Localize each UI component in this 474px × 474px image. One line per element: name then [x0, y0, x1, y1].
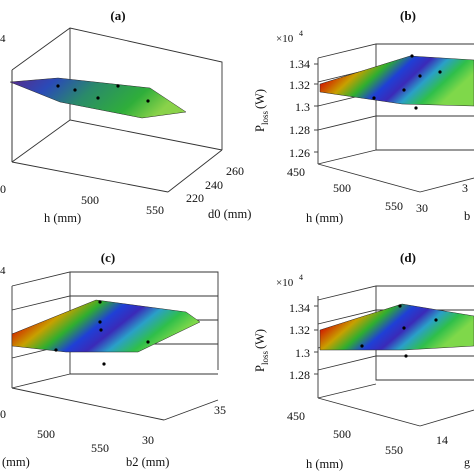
panel-d-surface: [319, 303, 474, 351]
panel-a-point: [116, 84, 120, 88]
panel-a-point: [146, 99, 150, 103]
panel-b-z-tick-2: 1.3: [295, 100, 310, 114]
panel-c-y-tick-0: 30: [142, 433, 154, 447]
panel-a-point: [96, 96, 100, 100]
panel-c-ylabel: b2 (mm): [126, 455, 169, 469]
panel-b-x-tick-0: 450: [287, 165, 305, 179]
panel-c-x-tick-1: 500: [37, 427, 55, 441]
panel-b-x-tick-2: 550: [385, 199, 403, 213]
panel-d-data-points: [360, 304, 438, 358]
panel-a-point: [73, 88, 77, 92]
panel-d-z-tick-1: 1.32: [289, 323, 310, 337]
panel-b-point: [402, 88, 406, 92]
panel-b-zlabel-unit: (W): [253, 89, 267, 109]
panel-b-exponent-power: 4: [299, 29, 303, 38]
panel-c-x-tick-0: 0: [0, 407, 6, 421]
panel-c-point: [98, 300, 102, 304]
panel-d-z-tick-3: 1.28: [289, 368, 310, 382]
panel-d-point: [402, 326, 406, 330]
panel-b-y-tick-0: 30: [416, 201, 428, 215]
panel-b-zlabel: Ploss (W): [253, 89, 270, 132]
panel-b: (b) ×10 4 1.34 1.32 1.3 1.28 1.26 Ploss (…: [253, 8, 474, 225]
panel-c-point: [54, 348, 58, 352]
panel-d-point: [360, 344, 364, 348]
panel-a-axes-box: [11, 27, 223, 193]
panel-d-point: [404, 354, 408, 358]
panel-d-title: (d): [400, 250, 416, 265]
panel-c-xlabel: (mm): [2, 455, 30, 469]
panel-d-y-tick-0: 14: [436, 433, 448, 447]
panel-a-y-tick-0: 220: [186, 191, 204, 205]
panel-b-zlabel-sub: loss: [260, 111, 270, 126]
panel-d-exponent-power: 4: [299, 273, 303, 282]
panel-d-zlabel-main: P: [253, 365, 267, 372]
panel-b-z-tick-4: 1.26: [289, 146, 310, 160]
panel-d-point: [398, 304, 402, 308]
panel-d: (d) ×10 4 1.34 1.32 1.3 1.28 Ploss(W) 45…: [253, 250, 474, 471]
panel-c-left-edge-text: 4: [0, 265, 6, 277]
panel-c-point: [99, 328, 103, 332]
panel-b-x-tick-1: 500: [333, 181, 351, 195]
panel-c-point: [98, 320, 102, 324]
panel-a-xlabel: h (mm): [44, 211, 81, 225]
panel-d-zlabel: Ploss (W): [253, 329, 270, 372]
panel-a-x-tick-2: 550: [146, 203, 164, 217]
panel-a-ylabel: d0 (mm): [208, 207, 251, 221]
panel-c: (c) 4 0 500 550 (mm) 30 35 b2 (mm): [0, 250, 226, 469]
panel-b-y-tick-1: 3: [462, 181, 468, 195]
panel-a-left-edge-text: 4: [0, 33, 6, 45]
panel-b-point: [372, 96, 376, 100]
panel-b-xlabel: h (mm): [306, 211, 343, 225]
panel-b-exponent: ×10 4: [276, 29, 303, 45]
panel-d-z-tick-0: 1.34: [289, 301, 310, 315]
panel-d-zlabel-sub: loss: [260, 351, 270, 366]
panel-a-point: [56, 84, 60, 88]
panel-c-title: (c): [101, 250, 115, 265]
panel-b-point: [438, 70, 442, 74]
panel-c-x-tick-2: 550: [91, 441, 109, 455]
panel-b-point: [414, 106, 418, 110]
panel-d-z-tick-2: 1.3: [295, 346, 310, 360]
panel-d-exponent: ×10 4: [276, 273, 303, 289]
panel-b-point: [410, 54, 414, 58]
panel-c-data-points: [54, 300, 150, 366]
panel-d-x-tick-1: 500: [333, 427, 351, 441]
panel-d-point: [434, 318, 438, 322]
panel-d-x-tick-2: 550: [385, 443, 403, 457]
panel-b-title: (b): [400, 8, 416, 23]
panel-b-z-tick-1: 1.32: [289, 78, 310, 92]
panel-a-title: (a): [110, 8, 125, 23]
panel-a-x-tick-1: 500: [81, 193, 99, 207]
panel-d-zlabel-unit: (W): [253, 329, 267, 349]
panel-a: (a) 4 0 500 550 h (mm) 220 240 260 d0 (m…: [0, 8, 251, 225]
panel-d-exponent-base: ×10: [276, 277, 294, 289]
panel-b-exponent-base: ×10: [276, 33, 294, 45]
panel-a-data-points: [56, 84, 150, 103]
panel-c-point: [102, 362, 106, 366]
panel-a-y-tick-2: 260: [226, 164, 244, 178]
panel-b-data-points: [372, 54, 442, 110]
panel-b-ylabel: b: [464, 209, 470, 223]
panel-a-y-tick-1: 240: [205, 178, 223, 192]
panel-c-point: [146, 340, 150, 344]
panel-b-surface: [319, 55, 474, 107]
panel-b-z-tick-0: 1.34: [289, 57, 310, 71]
panel-d-x-tick-0: 450: [287, 409, 305, 423]
panel-a-x-tick-0: 0: [0, 182, 6, 196]
panel-d-y-tick-1: g: [464, 455, 470, 469]
panel-b-z-tick-3: 1.28: [289, 123, 310, 137]
panel-c-surface: [11, 299, 201, 353]
panel-b-point: [418, 74, 422, 78]
panel-d-xlabel: h (mm): [306, 457, 343, 471]
panel-b-zlabel-main: P: [253, 125, 267, 132]
panel-c-y-tick-1: 35: [214, 403, 226, 417]
